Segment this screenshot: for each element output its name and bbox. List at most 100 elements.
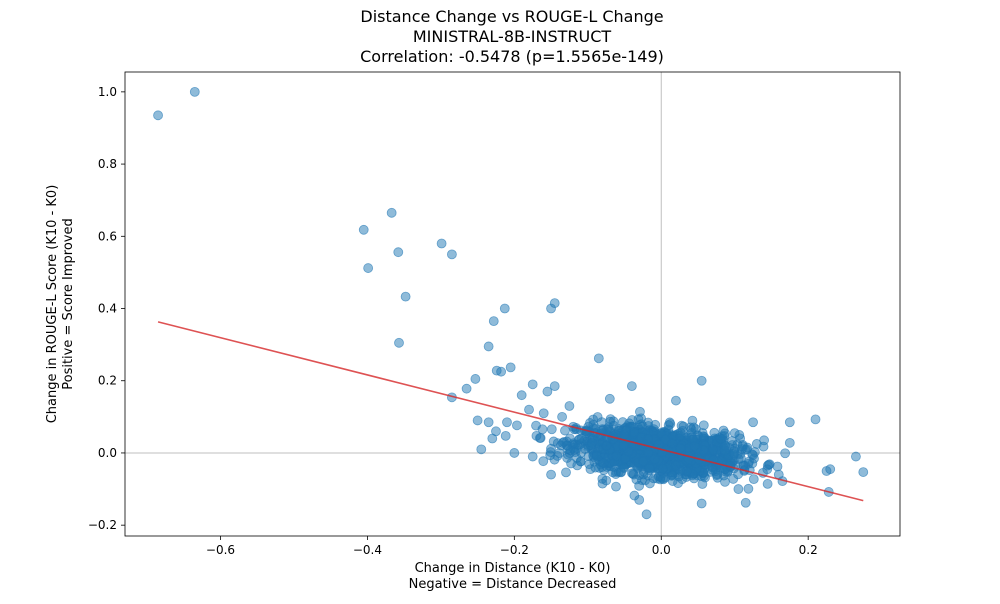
data-point <box>664 417 675 428</box>
data-point <box>687 415 698 426</box>
data-point <box>732 439 743 450</box>
x-axis-label: Change in Distance (K10 - K0) <box>415 561 611 576</box>
data-point <box>601 440 612 451</box>
data-point <box>634 494 645 505</box>
data-point <box>153 110 163 121</box>
data-point <box>546 469 556 480</box>
data-point <box>564 401 575 411</box>
data-point <box>762 479 773 489</box>
data-point <box>538 456 549 467</box>
data-point <box>598 458 609 469</box>
plot-frame <box>124 71 901 537</box>
data-point <box>772 461 783 472</box>
data-point <box>461 383 472 394</box>
data-point <box>675 430 685 441</box>
data-point <box>618 441 629 451</box>
data-point <box>735 453 746 464</box>
data-point <box>557 411 567 422</box>
data-point <box>671 460 681 471</box>
x-tick-label: −0.6 <box>206 543 235 557</box>
data-point <box>643 434 654 444</box>
axes-layer: −0.6 −0.4 −0.2 0.0 0.2 −0.2 0.0 0.2 0.4 0.6 0.8 1.0 <box>88 71 901 557</box>
data-point <box>549 381 560 392</box>
y-tick-label: 0.4 <box>98 302 117 316</box>
data-point <box>626 381 637 392</box>
y-tick-label: 0.2 <box>98 374 117 388</box>
data-point <box>707 465 718 475</box>
data-point <box>708 444 719 455</box>
data-point <box>509 448 520 458</box>
data-point <box>502 417 512 428</box>
data-point <box>607 467 618 478</box>
data-point <box>858 467 869 477</box>
data-point <box>500 430 511 441</box>
y-tick-label: 1.0 <box>98 85 117 99</box>
data-point <box>436 238 447 249</box>
y-tick-label: 0.8 <box>98 157 117 171</box>
data-point <box>483 341 494 352</box>
data-point <box>719 445 730 456</box>
data-point <box>512 420 522 431</box>
data-point <box>593 353 604 364</box>
data-point <box>561 467 571 478</box>
data-point <box>527 451 538 462</box>
data-point <box>784 437 795 448</box>
data-point <box>751 439 762 449</box>
data-point <box>657 463 668 474</box>
trend-line <box>157 321 864 502</box>
data-point <box>394 337 404 348</box>
x-tick-label: 0.0 <box>652 543 671 557</box>
data-point <box>483 417 494 428</box>
trend-layer <box>157 321 864 502</box>
y-tick-label: −0.2 <box>88 518 117 532</box>
y-tick-label: 0.0 <box>98 446 117 460</box>
y-axis-label: Change in ROUGE-L Score (K10 - K0) <box>45 185 60 424</box>
data-point <box>697 479 708 489</box>
data-point <box>499 303 510 314</box>
reference-lines <box>125 72 900 536</box>
data-point <box>488 316 499 327</box>
data-point <box>728 474 739 484</box>
data-point <box>542 386 553 397</box>
data-point <box>548 436 559 447</box>
data-point <box>496 366 507 377</box>
data-point <box>715 433 726 444</box>
data-point <box>531 420 541 431</box>
data-point <box>554 448 565 458</box>
data-point <box>546 424 557 435</box>
data-point <box>576 433 587 444</box>
data-point <box>603 422 614 433</box>
data-point <box>748 417 758 428</box>
y-tick-label: 0.6 <box>98 229 117 243</box>
data-point <box>549 298 560 309</box>
x-tick-label: −0.4 <box>353 543 382 557</box>
data-point <box>470 374 481 384</box>
data-point <box>631 474 642 485</box>
axis-labels: Change in Distance (K10 - K0)Negative = … <box>45 185 616 592</box>
data-point <box>851 451 861 462</box>
data-point <box>386 207 397 218</box>
data-point <box>675 443 686 453</box>
data-point <box>720 476 730 487</box>
data-point <box>505 362 516 373</box>
data-point <box>689 441 700 452</box>
data-point <box>698 431 709 442</box>
data-point <box>557 438 568 448</box>
data-point <box>740 497 751 508</box>
data-point <box>671 395 681 406</box>
data-point <box>476 444 487 455</box>
data-point <box>358 224 369 235</box>
data-point <box>587 438 598 448</box>
data-point <box>638 469 649 480</box>
data-point <box>629 427 639 437</box>
x-tick-label: 0.2 <box>799 543 818 557</box>
data-point <box>538 408 549 419</box>
data-point <box>592 412 603 422</box>
data-point <box>696 498 707 509</box>
chart-title-group: Distance Change vs ROUGE-L ChangeMINISTR… <box>360 7 664 66</box>
data-point <box>591 451 602 461</box>
data-point <box>657 473 668 484</box>
data-point <box>780 448 791 459</box>
